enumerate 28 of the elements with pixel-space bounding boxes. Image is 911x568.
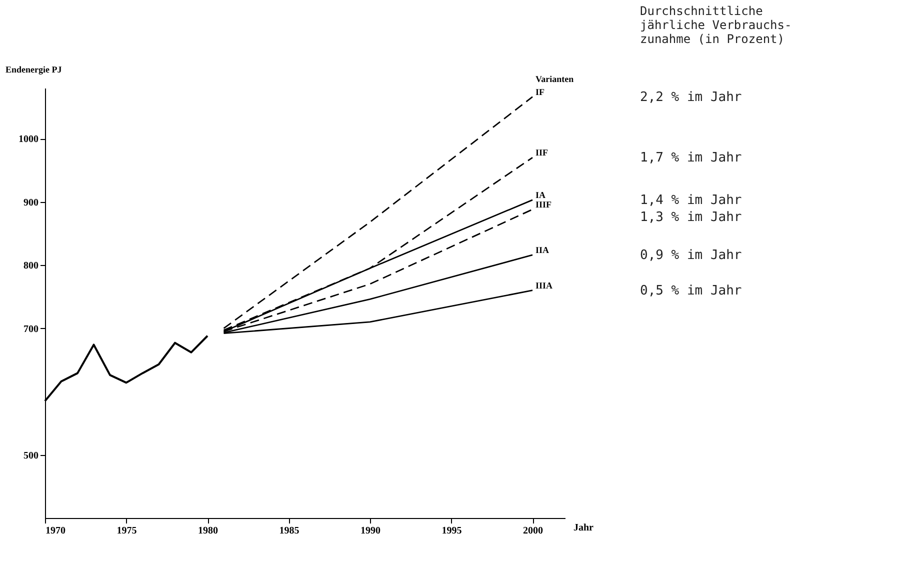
x-tick-label: 1990	[360, 526, 380, 536]
y-tick-label: 500	[24, 450, 38, 462]
x-axis-title: Jahr	[574, 522, 594, 534]
y-tick-label: 700	[24, 324, 38, 335]
text: 0,5 % im Jahr	[640, 283, 742, 298]
series-label: IIF	[536, 148, 549, 158]
series-label: IF	[536, 86, 545, 97]
text: 1,3 % im Jahr	[640, 210, 742, 225]
y-axis-title: Endenergie PJ	[6, 64, 62, 74]
text: 1,7 % im Jahr	[640, 150, 742, 166]
x-tick-label: 1975	[116, 526, 137, 536]
text: 1,4 % im Jahr	[640, 192, 742, 208]
x-tick-label: 2000	[523, 526, 543, 536]
x-tick-label: 1970	[46, 526, 66, 536]
y-tick-label: 900	[24, 197, 38, 208]
text: 2,2 % im Jahr	[640, 90, 742, 105]
x-tick-label: 1980	[198, 526, 218, 536]
series-label: IA	[536, 190, 546, 200]
text: 0,9 % im Jahr	[640, 248, 742, 263]
series-label: IIA	[536, 244, 550, 255]
text: Durchschnittliche jährliche Verbrauchs- zunahme (in Prozent)	[640, 4, 792, 46]
legend-title: Varianten	[536, 74, 574, 84]
x-tick-label: 1995	[442, 526, 462, 536]
y-tick-label: 800	[24, 260, 38, 272]
series-label: IIIA	[536, 280, 554, 290]
x-tick-label: 1985	[279, 526, 300, 536]
series-label: IIIF	[536, 199, 552, 210]
y-tick-label: 1000	[18, 134, 38, 146]
